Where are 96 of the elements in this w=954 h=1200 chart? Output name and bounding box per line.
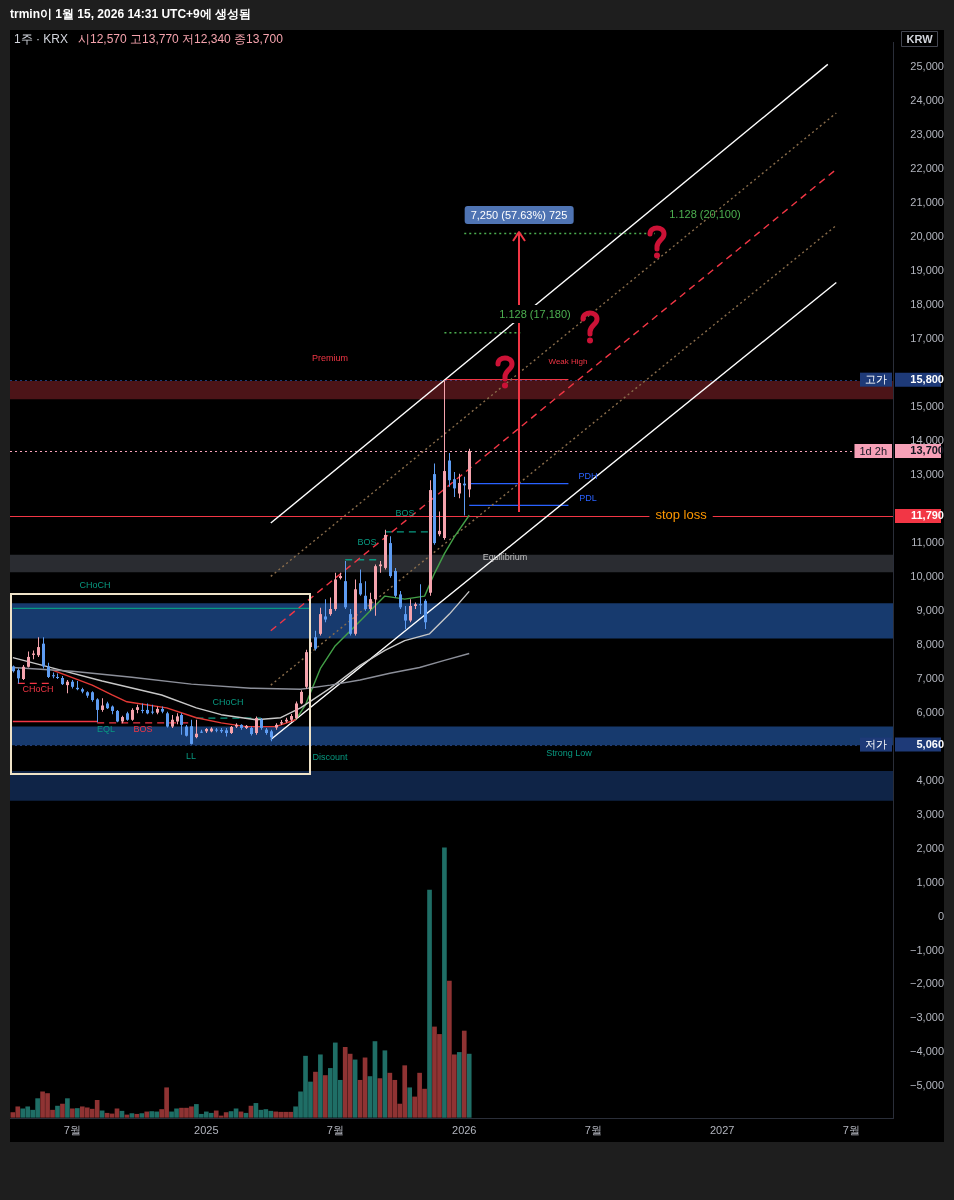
y-tick-label: 11,000 — [911, 535, 944, 548]
x-tick-label: 2026 — [452, 1123, 477, 1136]
annotation: Strong Low — [546, 747, 592, 759]
y-tick-label: 18,000 — [910, 297, 944, 310]
annotation: CHoCH — [212, 696, 244, 708]
bar — [313, 1071, 318, 1118]
y-tick-label: 23,000 — [910, 128, 944, 141]
y-tick-label: 19,000 — [910, 263, 944, 276]
bar — [407, 1087, 413, 1118]
annotation: EQL — [96, 723, 116, 735]
bar — [104, 1112, 110, 1118]
y-tick-label: 25,000 — [910, 60, 944, 73]
bar — [323, 1075, 328, 1118]
y-tick-label: 20,000 — [910, 229, 944, 242]
y-tick-label: 5,060 — [916, 737, 944, 750]
bar — [456, 1052, 462, 1118]
bar — [129, 1113, 135, 1118]
x-tick-label: 7월 — [584, 1123, 602, 1136]
ref-line-label: stop loss — [655, 507, 708, 523]
bar — [70, 1108, 75, 1118]
y-tick-label: 0 — [937, 909, 944, 922]
bar — [442, 847, 447, 1118]
y-tick-label: 2,000 — [916, 841, 944, 854]
x-tick-label: 7월 — [842, 1123, 860, 1136]
annotation: CHoCH — [79, 579, 111, 591]
y-tick-label: 21,000 — [910, 196, 944, 209]
chart-subtitle: 시12,570 고13,770 저12,340 종13,700 — [78, 32, 284, 47]
y-tick-label: 22,000 — [910, 162, 944, 175]
bar — [223, 1112, 229, 1118]
y-tick-label: 17,000 — [910, 331, 944, 344]
x-tick-label: 7월 — [326, 1123, 344, 1136]
y-tick-label: 9,000 — [916, 603, 944, 616]
y-tick-label: −3,000 — [910, 1011, 944, 1024]
annotation: Discount — [312, 751, 348, 763]
y-tick-label: 15,800 — [910, 372, 944, 385]
annotation: 1.128 (20,100) — [669, 207, 741, 221]
y-tick-label: 3,000 — [916, 807, 944, 820]
chart-title: 1주 · KRX — [14, 32, 69, 47]
bar — [233, 1108, 239, 1118]
y-tick-label: 24,000 — [910, 94, 944, 107]
annotation: CHoCH — [22, 683, 54, 695]
bar — [139, 1113, 145, 1118]
y-tick-label: 14,000 — [910, 433, 944, 446]
annotation: LL — [185, 750, 197, 762]
bar — [60, 1103, 65, 1118]
bar — [228, 1111, 234, 1118]
text: trmin이 1월 15, 2026 14:31 UTC+9에 생성됨 — [10, 6, 252, 22]
ref-line-label: 고가 — [865, 373, 887, 386]
y-tick-label: 4,000 — [916, 773, 944, 786]
x-tick-label: 2025 — [194, 1123, 219, 1136]
bar — [466, 1053, 472, 1118]
bar — [134, 1113, 140, 1118]
bar — [273, 1111, 279, 1118]
bar — [342, 1047, 348, 1118]
bar — [55, 1105, 60, 1118]
bar — [218, 1115, 224, 1118]
y-tick-label: 6,000 — [916, 705, 944, 718]
bar — [427, 889, 432, 1118]
annotation: 7,250 (57.63%) 725 — [464, 206, 574, 224]
annotation: PDL — [579, 492, 597, 504]
annotation: PDH — [578, 470, 598, 482]
bar — [15, 1106, 21, 1118]
ref-line-label: 1d 2h — [859, 444, 887, 457]
bar — [318, 1054, 323, 1118]
y-axis-title: KRW — [906, 32, 934, 45]
x-tick-label: 7월 — [63, 1123, 81, 1136]
bar — [144, 1111, 150, 1118]
annotation: 1.128 (17,180) — [493, 305, 577, 323]
bar — [208, 1112, 214, 1118]
ref-line-label: 저가 — [865, 738, 887, 751]
y-tick-label: 7,000 — [916, 671, 944, 684]
bar — [74, 1108, 80, 1118]
bar — [263, 1109, 269, 1118]
y-tick-label: −4,000 — [910, 1045, 944, 1058]
y-tick-label: −2,000 — [910, 977, 944, 990]
annotation: BOS — [395, 507, 415, 519]
bar — [461, 1030, 467, 1118]
bar — [20, 1108, 26, 1118]
bar — [149, 1111, 155, 1118]
y-tick-label: 15,000 — [910, 399, 944, 412]
annotation: Weak High — [548, 355, 588, 367]
y-tick-label: 8,000 — [916, 637, 944, 650]
x-tick-label: 2027 — [709, 1123, 735, 1136]
bar — [114, 1108, 120, 1118]
annotation: BOS — [357, 536, 377, 548]
candlestick — [419, 584, 422, 615]
y-tick-label: −1,000 — [910, 943, 944, 956]
candlestick — [141, 703, 144, 714]
bar — [243, 1112, 249, 1118]
bar — [65, 1098, 70, 1118]
y-tick-label: 1,000 — [916, 875, 944, 888]
annotation: BOS — [133, 723, 153, 735]
y-tick-label: 10,000 — [910, 569, 944, 582]
y-tick-label: 13,000 — [910, 467, 944, 480]
y-tick-label: −5,000 — [910, 1079, 944, 1092]
annotation: Premium — [311, 352, 349, 364]
